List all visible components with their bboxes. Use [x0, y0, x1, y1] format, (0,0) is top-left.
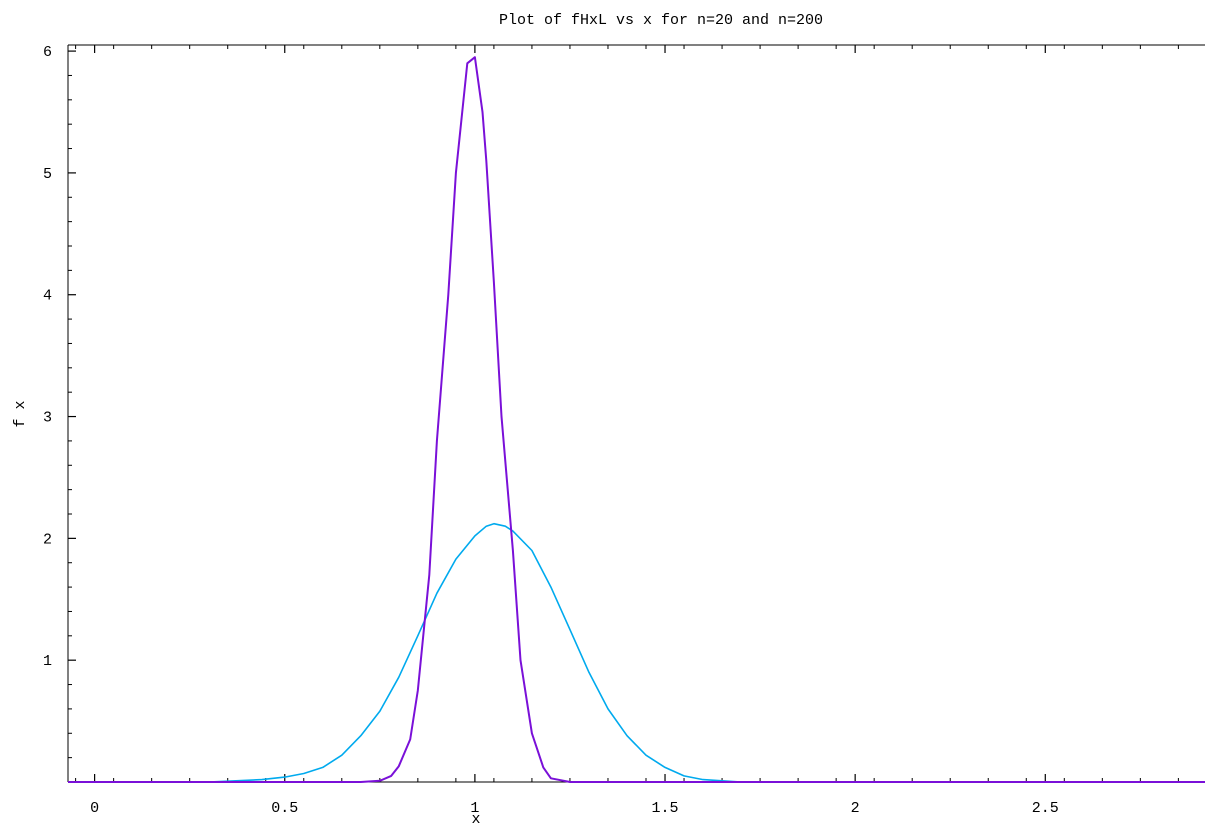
x-tick-label: 0 [90, 800, 99, 817]
y-tick-label: 2 [43, 531, 52, 548]
series-line-1 [68, 522, 1205, 783]
x-axis-label: x [471, 811, 480, 828]
y-tick-label: 1 [43, 653, 52, 670]
y-ticks: 1 2 3 4 5 6 [43, 44, 76, 759]
y-tick-label: 4 [43, 288, 52, 305]
x-tick-label: 0.5 [271, 800, 298, 817]
y-tick-label: 6 [43, 44, 52, 61]
chart-title: Plot of fHxL vs x for n=20 and n=200 [499, 12, 823, 29]
x-ticks: 0 0.5 1 1.5 2 2.5 [75, 45, 1179, 817]
series-group [68, 56, 1205, 783]
x-tick-label: 2.5 [1032, 800, 1059, 817]
series-line-2 [68, 56, 1205, 783]
x-tick-label: 1 [470, 800, 479, 817]
x-tick-label: 1.5 [652, 800, 679, 817]
y-tick-label: 5 [43, 166, 52, 183]
x-tick-label: 2 [851, 800, 860, 817]
y-axis-label: f x [12, 400, 29, 427]
y-tick-label: 3 [43, 410, 52, 427]
